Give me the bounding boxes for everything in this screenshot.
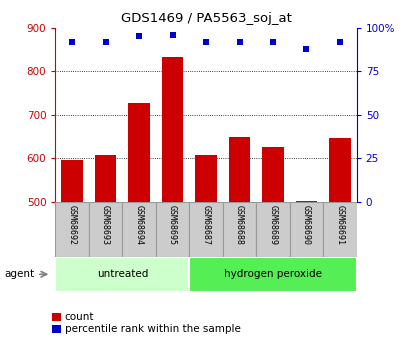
Point: [302, 46, 309, 51]
Point: [236, 39, 242, 44]
Bar: [195, 155, 216, 202]
Bar: [122, 202, 155, 257]
Bar: [128, 103, 150, 202]
Point: [102, 39, 109, 44]
Text: GSM68688: GSM68688: [234, 205, 243, 245]
Text: untreated: untreated: [97, 269, 148, 279]
Point: [269, 39, 276, 44]
Bar: [61, 160, 83, 202]
Bar: [189, 257, 356, 292]
Point: [69, 39, 75, 44]
Text: GSM68690: GSM68690: [301, 205, 310, 245]
Bar: [161, 57, 183, 202]
Bar: [89, 202, 122, 257]
Bar: [328, 138, 350, 202]
Bar: [94, 155, 116, 202]
Text: GSM68695: GSM68695: [168, 205, 177, 245]
Point: [135, 33, 142, 39]
Legend: count, percentile rank within the sample: count, percentile rank within the sample: [52, 312, 240, 334]
Text: agent: agent: [4, 269, 34, 279]
Text: hydrogen peroxide: hydrogen peroxide: [223, 269, 321, 279]
Bar: [295, 200, 317, 202]
Text: GSM68687: GSM68687: [201, 205, 210, 245]
Bar: [55, 202, 89, 257]
Bar: [55, 257, 189, 292]
Bar: [261, 147, 283, 202]
Text: GSM68692: GSM68692: [67, 205, 76, 245]
Text: GSM68693: GSM68693: [101, 205, 110, 245]
Bar: [228, 137, 250, 202]
Bar: [155, 202, 189, 257]
Point: [202, 39, 209, 44]
Bar: [256, 202, 289, 257]
Text: GSM68691: GSM68691: [335, 205, 344, 245]
Text: GSM68689: GSM68689: [268, 205, 277, 245]
Text: GSM68694: GSM68694: [134, 205, 143, 245]
Bar: [322, 202, 356, 257]
Bar: [222, 202, 256, 257]
Point: [336, 39, 342, 44]
Title: GDS1469 / PA5563_soj_at: GDS1469 / PA5563_soj_at: [120, 12, 291, 25]
Bar: [189, 202, 222, 257]
Bar: [289, 202, 322, 257]
Point: [169, 32, 175, 37]
